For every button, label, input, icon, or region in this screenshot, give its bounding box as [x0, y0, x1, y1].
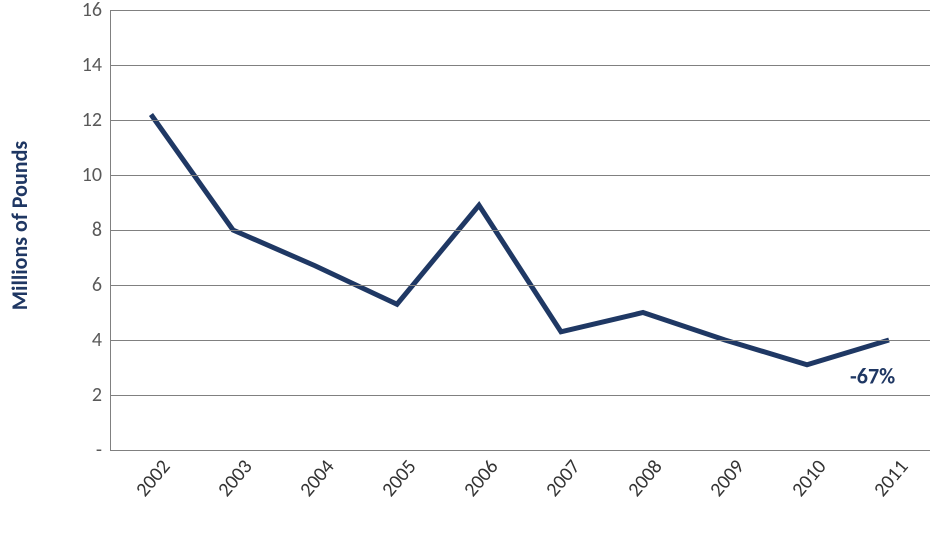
change-annotation: -67%: [850, 362, 895, 389]
plot-area: -67% -2468101214162002200320042005200620…: [110, 10, 930, 450]
line-chart: Millions of Pounds -67% -246810121416200…: [0, 0, 945, 554]
gridline: [110, 230, 930, 231]
gridline: [110, 395, 930, 396]
y-tick-label: 16: [82, 0, 110, 22]
x-tick-label: 2010: [781, 450, 832, 502]
gridline: [110, 175, 930, 176]
x-tick-label: 2005: [371, 450, 422, 502]
x-tick-label: 2003: [207, 450, 258, 502]
x-tick-label: 2004: [289, 450, 340, 502]
y-tick-label: 12: [82, 108, 110, 132]
y-axis-label: Millions of Pounds: [7, 140, 34, 309]
gridline: [110, 285, 930, 286]
gridline: [110, 340, 930, 341]
x-tick-label: 2002: [125, 450, 176, 502]
x-tick-label: 2007: [535, 450, 586, 502]
gridline: [110, 120, 930, 121]
x-tick-label: 2008: [617, 450, 668, 502]
x-tick-label: 2011: [863, 450, 914, 502]
line-series: [151, 115, 889, 365]
y-tick-label: 8: [92, 218, 110, 242]
gridline: [110, 10, 930, 11]
y-tick-label: 4: [92, 328, 110, 352]
y-tick-label: -: [96, 438, 110, 462]
x-tick-label: 2009: [699, 450, 750, 502]
y-tick-label: 14: [82, 53, 110, 77]
y-tick-label: 2: [92, 383, 110, 407]
gridline: [110, 65, 930, 66]
y-axis-label-container: Millions of Pounds: [0, 0, 40, 450]
x-tick-label: 2006: [453, 450, 504, 502]
y-tick-label: 6: [92, 273, 110, 297]
y-tick-label: 10: [82, 163, 110, 187]
